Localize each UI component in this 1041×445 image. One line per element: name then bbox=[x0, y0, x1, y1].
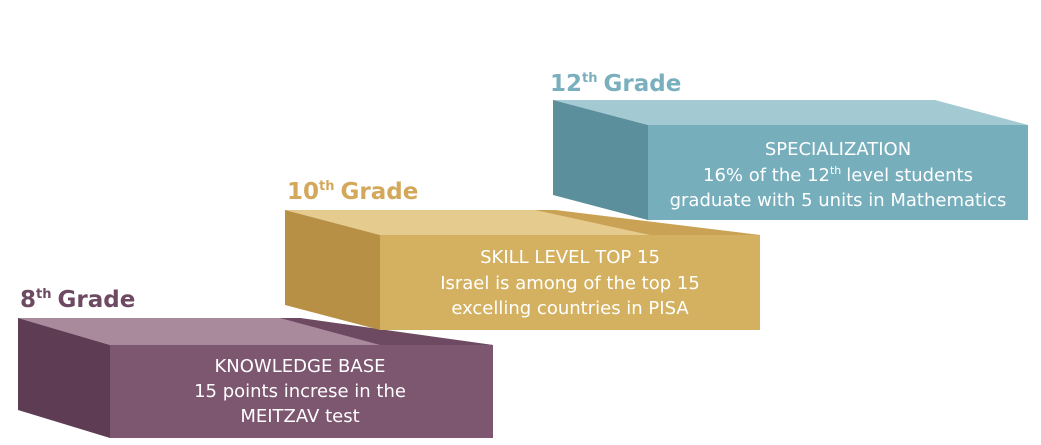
grade-label: 8th Grade bbox=[20, 287, 135, 313]
grade-label: 10th Grade bbox=[287, 179, 418, 205]
step-10th: 10th Grade SKILL LEVEL TOP 15 Israel is a… bbox=[285, 179, 760, 330]
top-shadow bbox=[280, 318, 493, 345]
step-12th: 12th Grade SPECIALIZATION 16% of the 12th… bbox=[550, 71, 1028, 220]
side-face bbox=[285, 210, 380, 330]
step-title: KNOWLEDGE BASE bbox=[215, 356, 386, 377]
side-face bbox=[18, 318, 110, 438]
grade-word: Grade bbox=[58, 287, 136, 313]
top-shadow bbox=[535, 210, 760, 235]
front-face bbox=[648, 125, 1028, 220]
step-title: SPECIALIZATION bbox=[765, 139, 911, 160]
step-line: Israel is among of the top 15 bbox=[440, 273, 700, 294]
line-sup: th bbox=[830, 164, 841, 177]
grade-suffix: th bbox=[36, 287, 51, 302]
grade-word: Grade bbox=[604, 71, 682, 97]
grade-number: 12 bbox=[550, 71, 582, 97]
grade-suffix: th bbox=[319, 179, 334, 194]
top-face bbox=[553, 100, 1028, 125]
grade-suffix: th bbox=[582, 71, 597, 86]
grade-number: 10 bbox=[287, 179, 319, 205]
step-line: MEITZAV test bbox=[240, 406, 359, 427]
side-face bbox=[553, 100, 648, 220]
grade-label: 12th Grade bbox=[550, 71, 681, 97]
step-8th: 8th Grade KNOWLEDGE BASE 15 points incres… bbox=[18, 287, 493, 438]
grade-number: 8 bbox=[20, 287, 36, 313]
grade-word: Grade bbox=[341, 179, 419, 205]
front-face bbox=[110, 345, 493, 438]
step-line: graduate with 5 units in Mathematics bbox=[670, 190, 1007, 211]
front-face bbox=[380, 235, 760, 330]
step-line: excelling countries in PISA bbox=[451, 298, 689, 319]
step-line: 15 points increse in the bbox=[194, 381, 406, 402]
step-line: 16% of the 12th level students bbox=[703, 164, 973, 186]
step-title: SKILL LEVEL TOP 15 bbox=[480, 247, 660, 268]
line-text: level students bbox=[846, 165, 973, 186]
line-text: 16% of the 12 bbox=[703, 165, 830, 186]
